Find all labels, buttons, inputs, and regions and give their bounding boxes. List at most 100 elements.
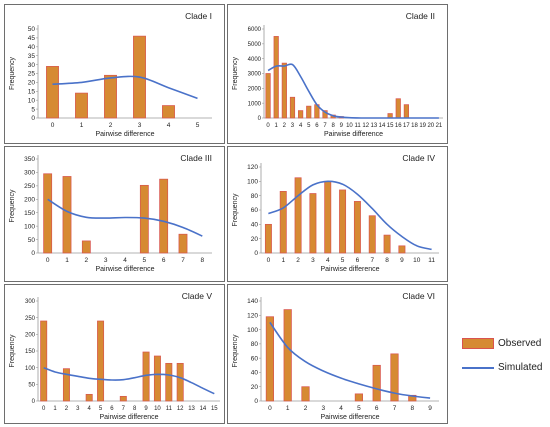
legend-item-simulated: Simulated [462, 361, 548, 375]
x-tick-label: 5 [196, 122, 200, 129]
x-tick-label: 13 [188, 406, 195, 412]
y-tick-label: 5 [31, 106, 35, 113]
x-tick-label: 10 [154, 406, 161, 412]
y-tick-label: 60 [251, 355, 259, 362]
x-tick-label: 14 [200, 406, 207, 412]
chart-title: Clade II [406, 11, 435, 21]
bar-observed [353, 201, 361, 254]
x-tick-label: 6 [162, 257, 166, 264]
bar-observed [390, 353, 399, 402]
bar-observed [324, 180, 332, 254]
chart-panel-clade-ii: Clade II 0 1000 2000 3000 4000 5000 6000 0 1 2 3 4 5 6… [227, 4, 448, 144]
x-tick-label: 2 [85, 257, 89, 264]
bar-observed [339, 189, 347, 254]
x-tick-label: 18 [411, 123, 418, 129]
chart-svg-clade-iii: Clade III 0 50 100 150 200 250 300 350 0 1 2 3 4 5 6 7 8 P… [9, 153, 212, 273]
y-tick-label: 10 [28, 97, 36, 104]
x-tick-label: 3 [321, 405, 325, 412]
y-tick-label: 0 [254, 250, 258, 257]
chart-title: Clade I [185, 11, 212, 21]
y-tick-label: 100 [25, 366, 36, 372]
y-tick-label: 250 [25, 316, 36, 322]
x-tick-label: 1 [53, 406, 57, 412]
x-tick-label: 9 [428, 405, 432, 412]
x-tick-label: 3 [311, 257, 315, 264]
x-tick-label: 7 [323, 123, 327, 129]
chart-title: Clade V [182, 291, 213, 301]
bar-observed [265, 316, 274, 402]
y-tick-label: 50 [28, 237, 36, 244]
x-tick-label: 11 [166, 406, 173, 412]
x-tick-label: 2 [296, 257, 300, 264]
y-tick-label: 150 [24, 210, 35, 217]
line-simulated [43, 366, 215, 395]
bar-observed [62, 368, 70, 402]
y-tick-label: 250 [24, 183, 35, 190]
bar-observed [281, 62, 287, 119]
x-tick-label: 11 [428, 257, 435, 264]
legend-swatch-observed [462, 338, 494, 349]
x-tick-label: 16 [395, 123, 402, 129]
line-simulated [47, 198, 203, 237]
y-tick-label: 40 [251, 370, 259, 377]
y-axis-label: Frequency [9, 189, 16, 223]
x-tick-label: 12 [177, 406, 184, 412]
bar-observed [398, 245, 406, 254]
legend-item-observed: Observed [462, 337, 548, 351]
x-axis-label: Pairwise difference [320, 266, 379, 273]
bar-observed [354, 393, 363, 402]
x-tick-label: 6 [375, 405, 379, 412]
bar-observed [176, 362, 184, 402]
x-axis-label: Pairwise difference [95, 266, 154, 273]
y-tick-label: 20 [28, 80, 36, 87]
y-tick-label: 120 [247, 312, 258, 319]
y-tick-label: 0 [258, 116, 262, 122]
x-tick-label: 5 [99, 406, 103, 412]
x-tick-label: 5 [357, 405, 361, 412]
y-tick-label: 100 [247, 327, 258, 334]
bar-observed [62, 176, 72, 254]
x-tick-label: 9 [340, 123, 344, 129]
x-tick-label: 9 [400, 257, 404, 264]
chart-title: Clade III [180, 153, 212, 163]
x-tick-label: 0 [268, 405, 272, 412]
bar-observed [306, 105, 312, 119]
x-tick-label: 8 [201, 257, 205, 264]
legend-swatch-simulated [462, 367, 494, 369]
bar-observed [279, 191, 287, 254]
chart-panel-clade-vi: Clade VI 0 20 40 60 80 100 120 140 0 1 2 3 4 5 6 7 8 9 Pair… [227, 284, 448, 424]
x-tick-label: 7 [370, 257, 374, 264]
bar-observed [97, 320, 105, 402]
chart-panel-clade-i: Clade I 0 5 10 15 20 25 30 35 40 45 50 0 1 2 3 4 5 Pairwis… [4, 4, 225, 144]
bar-observed [273, 36, 279, 119]
y-tick-label: 300 [24, 170, 35, 177]
chart-title: Clade IV [402, 153, 435, 163]
line-simulated [268, 180, 432, 251]
y-tick-label: 30 [28, 62, 36, 69]
bar-observed [309, 193, 317, 254]
x-axis-label: Pairwise difference [320, 414, 379, 421]
x-tick-label: 4 [326, 257, 330, 264]
x-tick-label: 2 [65, 406, 69, 412]
y-tick-label: 35 [28, 53, 36, 60]
x-tick-label: 3 [76, 406, 80, 412]
bar-observed [178, 233, 188, 254]
x-tick-label: 8 [385, 257, 389, 264]
x-tick-label: 5 [341, 257, 345, 264]
x-tick-label: 6 [110, 406, 114, 412]
bar-observed [283, 309, 292, 402]
x-tick-label: 3 [104, 257, 108, 264]
bar-observed [162, 105, 175, 119]
bar-observed [159, 178, 169, 254]
x-tick-label: 3 [138, 122, 142, 129]
y-tick-label: 0 [31, 115, 35, 122]
bar-observed [301, 386, 310, 402]
x-tick-label: 7 [122, 406, 126, 412]
y-tick-label: 20 [251, 384, 259, 391]
x-tick-label: 11 [354, 123, 361, 129]
y-tick-label: 350 [24, 156, 35, 163]
y-axis-label: Frequency [232, 56, 239, 90]
bar-observed [289, 96, 296, 119]
bar-observed [40, 320, 48, 402]
